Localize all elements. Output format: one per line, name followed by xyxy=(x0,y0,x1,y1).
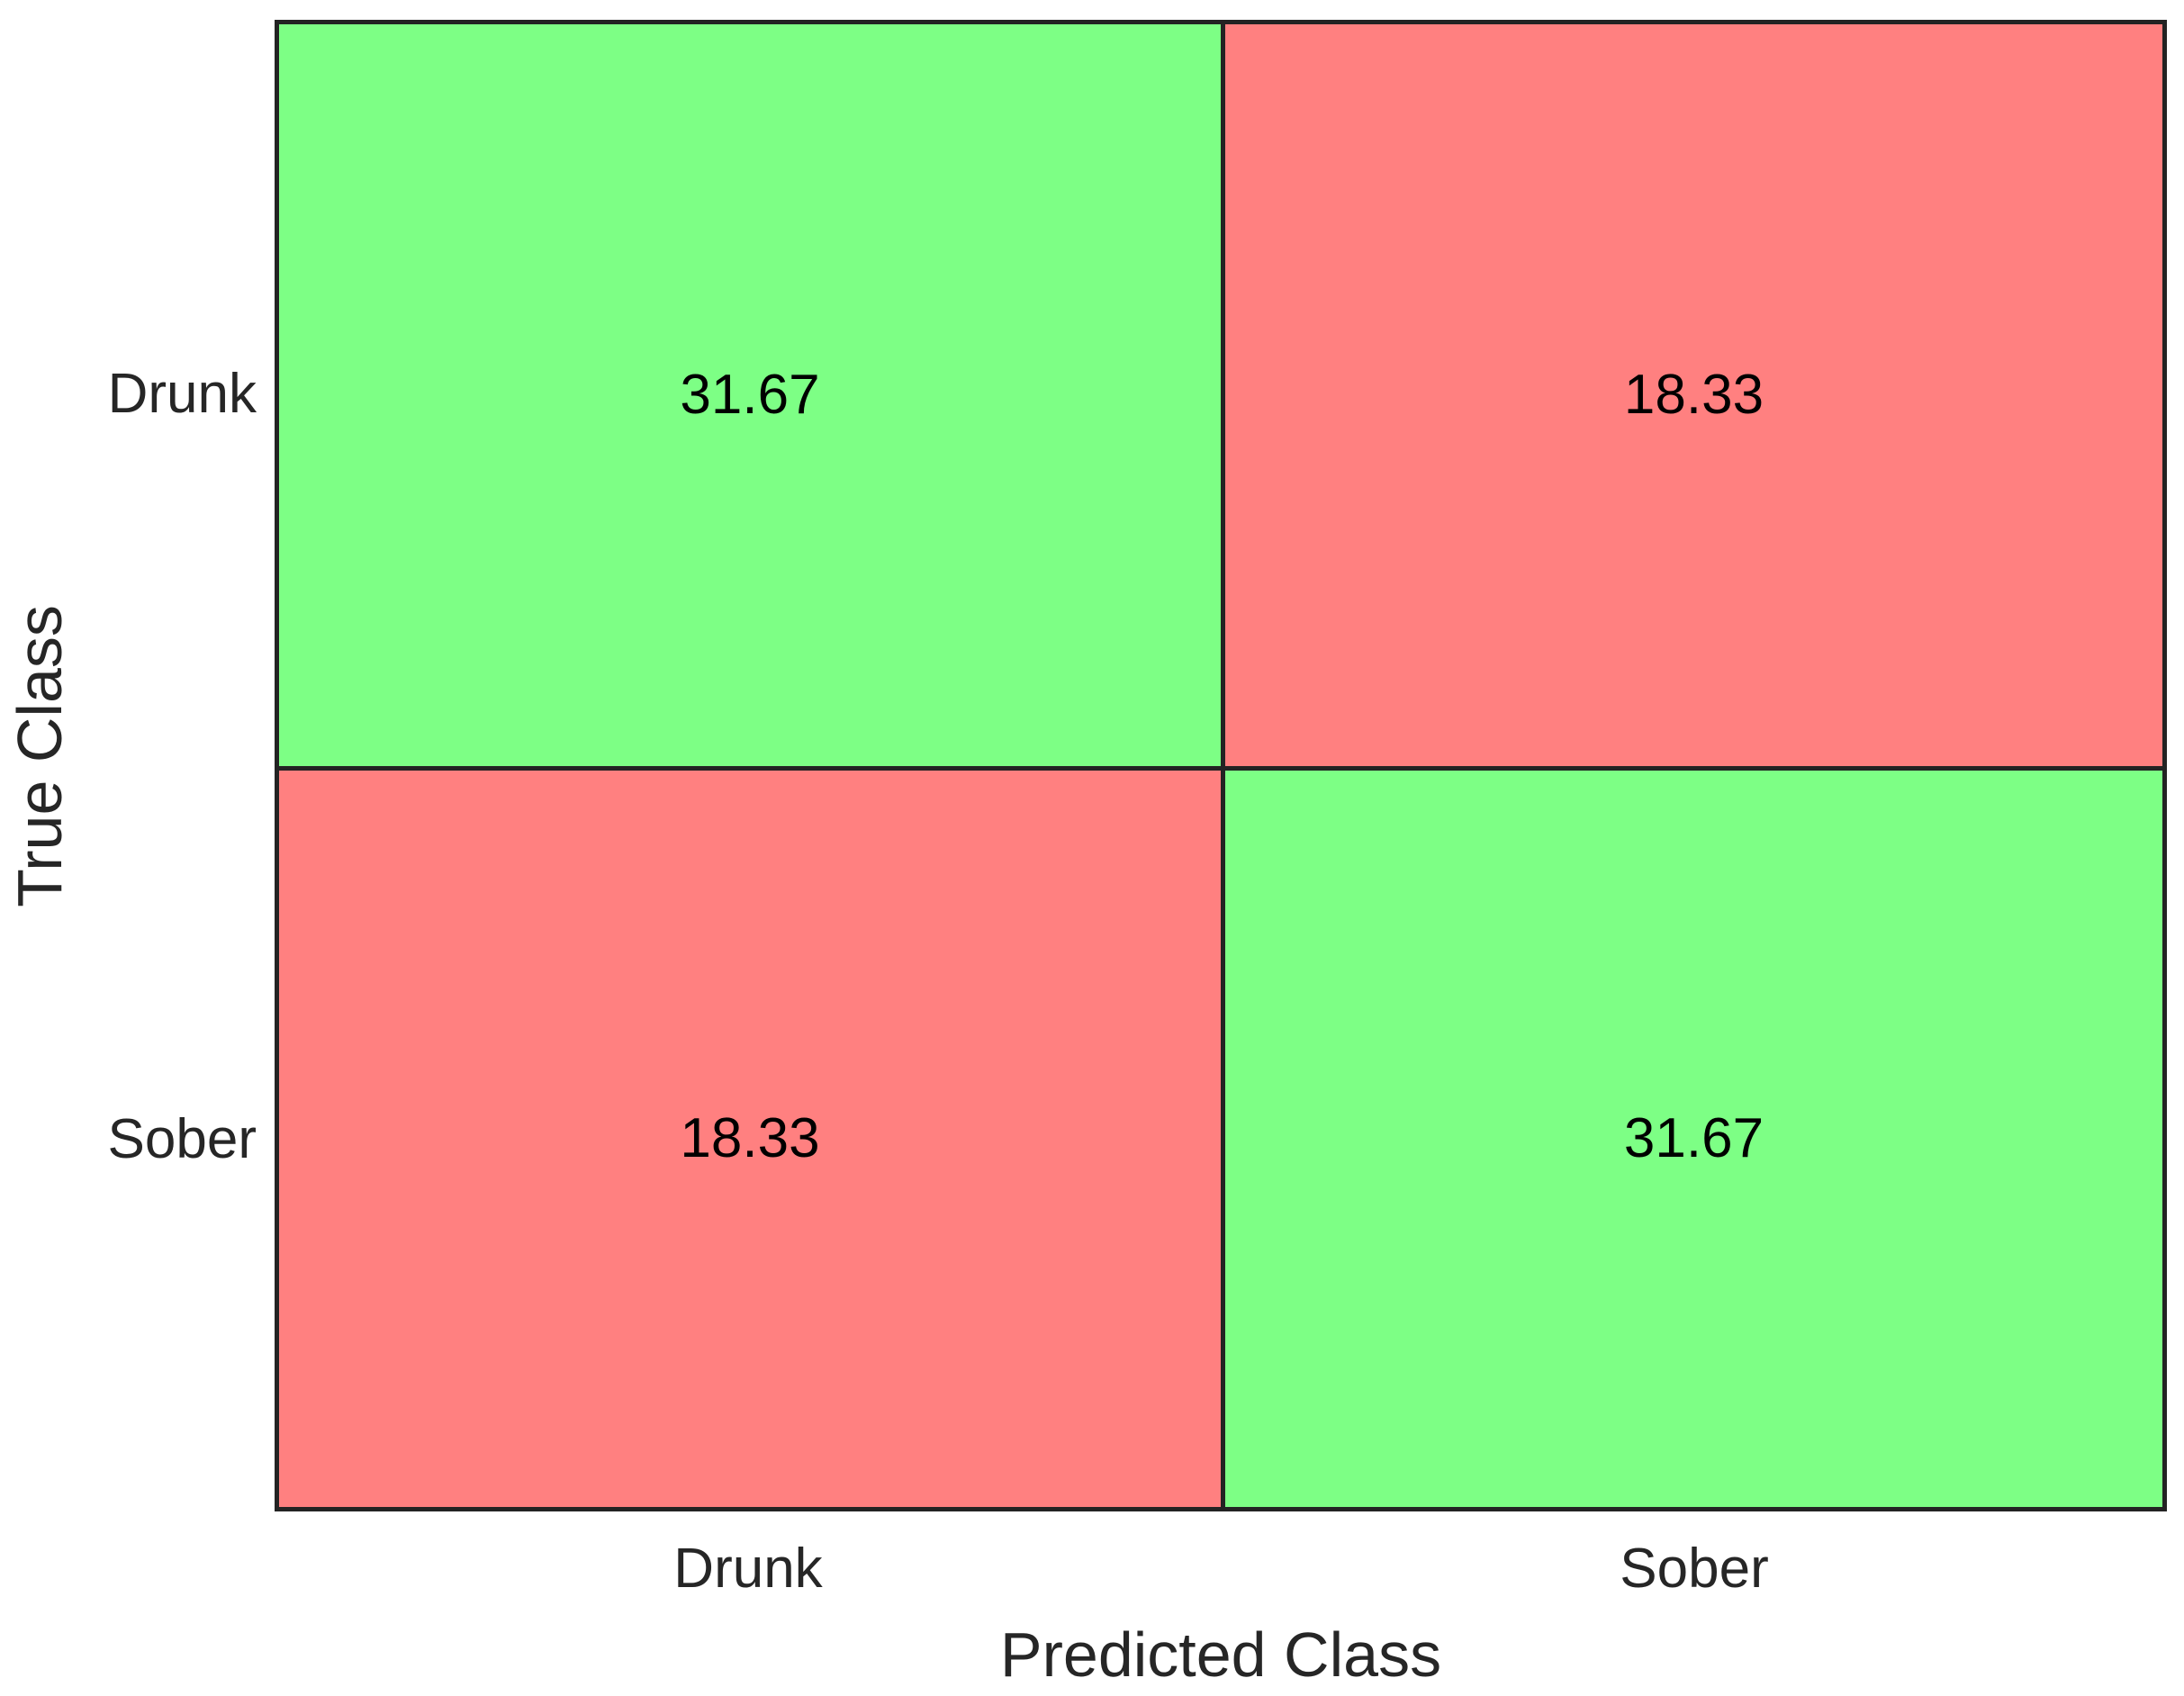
cell-true-sober-pred-sober: 31.67 xyxy=(1221,765,2162,1507)
confusion-matrix-grid: 31.67 18.33 18.33 31.67 xyxy=(275,20,2167,1511)
cell-value: 31.67 xyxy=(680,363,820,426)
x-tick-drunk: Drunk xyxy=(673,1538,823,1600)
y-tick-drunk: Drunk xyxy=(107,363,257,425)
y-tick-sober: Sober xyxy=(107,1108,257,1170)
cell-value: 31.67 xyxy=(1623,1106,1764,1169)
x-axis-label: Predicted Class xyxy=(999,1619,1442,1690)
cell-true-sober-pred-drunk: 18.33 xyxy=(279,765,1221,1507)
y-axis-label: True Class xyxy=(5,605,75,907)
x-tick-sober: Sober xyxy=(1620,1538,1769,1600)
cell-value: 18.33 xyxy=(680,1106,820,1169)
cell-value: 18.33 xyxy=(1623,363,1764,426)
cell-true-drunk-pred-sober: 18.33 xyxy=(1221,24,2162,766)
cell-true-drunk-pred-drunk: 31.67 xyxy=(279,24,1221,766)
